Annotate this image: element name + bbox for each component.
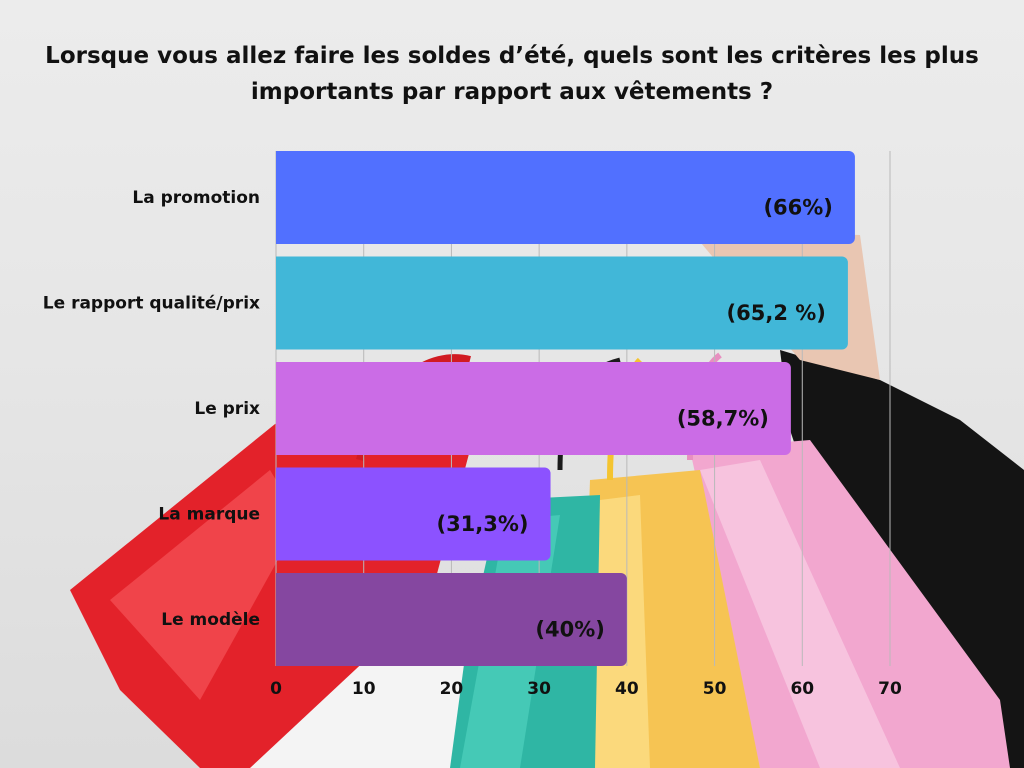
bar-2 <box>276 362 791 455</box>
x-tick-label: 20 <box>440 679 464 699</box>
bar-1 <box>276 256 848 350</box>
bar-left-edge <box>276 362 284 455</box>
chart-title-line-2: importants par rapport aux vêtements ? <box>250 79 774 105</box>
category-label: Le modèle <box>161 610 260 630</box>
x-tick-label: 60 <box>790 679 814 699</box>
data-label: (31,3%) <box>436 512 528 536</box>
chart-title-line-1: Lorsque vous allez faire les soldes d’ét… <box>45 43 979 69</box>
bar-0 <box>276 151 855 244</box>
x-tick-label: 30 <box>527 679 551 699</box>
chart-category-labels: La promotion Le rapport qualité/prix Le pr… <box>43 188 260 630</box>
data-label: (65,2 %) <box>727 301 826 325</box>
x-tick-label: 40 <box>615 679 639 699</box>
bar-left-edge <box>276 573 284 666</box>
bar-3 <box>276 467 551 561</box>
x-tick-label: 0 <box>270 679 282 699</box>
x-tick-label: 10 <box>352 679 376 699</box>
chart-x-axis-ticks: 0 10 20 30 40 50 60 70 <box>270 679 902 699</box>
bar-left-edge <box>276 467 284 561</box>
chart-bars: (66%) (65,2 %) (58,7%) (31,3%) (40%) <box>276 151 855 666</box>
data-label: (66%) <box>763 196 832 220</box>
data-label: (58,7%) <box>677 407 769 431</box>
x-tick-label: 50 <box>703 679 727 699</box>
bar-left-edge <box>276 256 284 350</box>
category-label: Le rapport qualité/prix <box>43 294 260 314</box>
category-label: Le prix <box>194 399 260 419</box>
bar-left-edge <box>276 151 284 244</box>
x-tick-label: 70 <box>878 679 902 699</box>
bar-4 <box>276 573 627 666</box>
chart-title: Lorsque vous allez faire les soldes d’ét… <box>0 38 1024 110</box>
data-label: (40%) <box>535 618 604 642</box>
category-label: La marque <box>158 505 260 525</box>
category-label: La promotion <box>132 188 260 208</box>
